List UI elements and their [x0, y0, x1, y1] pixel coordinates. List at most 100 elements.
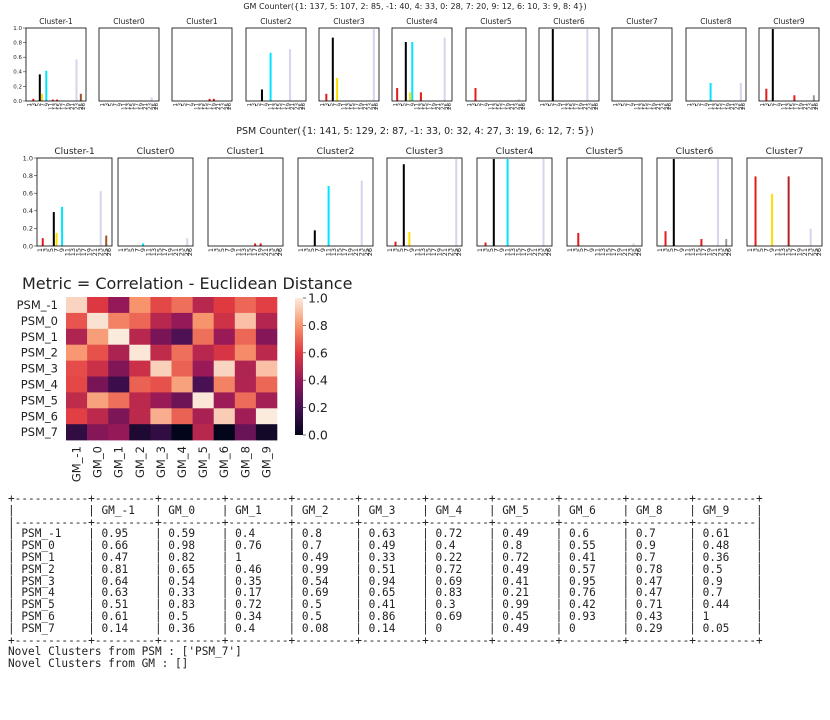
panel-title: Cluster7 [626, 17, 658, 26]
heatmap-cell [213, 408, 236, 425]
x-tick-label: 17 [790, 248, 798, 256]
bar [809, 228, 812, 246]
x-tick-label: 7 [773, 103, 779, 107]
x-tick-label: 23 [515, 103, 521, 110]
x-tick-label: 26 [374, 103, 380, 110]
x-tick-label: 26 [667, 103, 673, 110]
x-tick-label: 17 [610, 248, 618, 256]
col-label: GM_6 [217, 446, 231, 478]
heatmap-cell [108, 424, 130, 441]
bar [404, 41, 407, 101]
y-tick-label: 1.0 [23, 154, 33, 162]
x-tick-label: 17 [282, 103, 288, 110]
bar [771, 29, 774, 101]
x-tick-label: 9 [229, 248, 237, 252]
x-tick-label: 7 [53, 248, 61, 252]
heatmap-cell [213, 328, 236, 345]
x-tick-label: 23 [148, 103, 154, 110]
heatmap-cell [129, 376, 151, 393]
x-tick-label: 5 [36, 103, 42, 107]
x-tick-label: 7 [333, 103, 339, 107]
x-tick-label: 11 [64, 248, 72, 256]
bar [771, 193, 774, 246]
heatmap-cell [255, 344, 278, 361]
x-tick-label: 15 [246, 248, 254, 256]
row-label: PSM_4 [21, 377, 58, 391]
heatmap-cell [87, 408, 109, 425]
bar [75, 59, 78, 101]
panel-title: Cluster3 [333, 17, 365, 26]
x-tick-label: 19 [796, 248, 804, 256]
heatmap-cell [234, 344, 257, 361]
panel-frame [685, 27, 747, 102]
row-label: PSM_5 [21, 393, 58, 407]
y-tick-label: 0.4 [13, 70, 22, 76]
colorbar [295, 298, 303, 435]
panel-title: Cluster5 [586, 147, 624, 157]
x-tick-label: 15 [425, 248, 433, 256]
x-tick-label: 9 [498, 248, 506, 252]
x-tick-label: 13 [273, 103, 279, 110]
row-label: PSM_3 [21, 362, 58, 376]
x-tick-label: 25 [665, 103, 671, 110]
bar [419, 92, 422, 101]
x-tick-label: 15 [790, 103, 796, 110]
x-tick-label: 1 [27, 103, 33, 107]
x-tick-label: 15 [350, 103, 356, 110]
table-row: | PSM_0 | 0.66 | 0.98 | 0.76 | 0.7 | 0.4… [8, 539, 763, 553]
x-tick-label: 1 [117, 248, 125, 252]
x-tick-label: 21 [290, 103, 296, 110]
x-tick-label: 5 [549, 103, 555, 107]
colorbar-tick-label: 0.2 [308, 400, 328, 415]
heatmap-cell [192, 424, 214, 441]
x-tick-label: 3 [662, 248, 670, 252]
heatmap-cell [129, 392, 151, 409]
heatmap-cell [66, 408, 88, 425]
x-tick-label: 7 [626, 103, 632, 107]
x-tick-label: 21 [583, 103, 589, 110]
heatmap-cell [171, 376, 193, 393]
col-label: GM_-1 [70, 446, 84, 482]
x-tick-label: 3 [42, 248, 50, 252]
x-tick-label: 5 [476, 103, 482, 107]
bar [577, 232, 580, 246]
x-tick-label: 13 [599, 248, 607, 256]
table-border: |-----------+---------+---------+-------… [8, 515, 763, 529]
bar [787, 176, 790, 246]
x-tick-label: 5 [182, 103, 188, 107]
x-tick-label: 9 [678, 248, 686, 252]
x-tick-label: 1 [760, 103, 766, 107]
bar [812, 95, 815, 101]
x-tick-label: 7 [40, 103, 46, 107]
panel-title: Cluster3 [406, 147, 444, 157]
panel-frame [746, 157, 823, 247]
x-tick-label: 19 [86, 248, 94, 256]
x-tick-label: 11 [235, 248, 243, 256]
x-tick-label: 1 [687, 103, 693, 107]
x-tick-label: 11 [49, 103, 55, 110]
x-tick-label: 7 [186, 103, 192, 107]
bar [455, 159, 458, 246]
bar [632, 243, 635, 246]
x-tick-label: 11 [342, 103, 348, 110]
col-label: GM_2 [133, 446, 147, 478]
x-tick-label: 25 [79, 103, 85, 110]
psm-counter-title: PSM Counter({1: 141, 5: 129, 2: 87, -1: … [236, 126, 594, 137]
x-tick-label: 7 [403, 248, 411, 252]
x-tick-label: 21 [172, 248, 180, 256]
x-tick-label: 17 [355, 103, 361, 110]
x-tick-label: 17 [722, 103, 728, 110]
y-tick-label: 0.2 [13, 84, 22, 90]
x-tick-label: 25 [372, 103, 378, 110]
panel-title: Cluster2 [317, 147, 355, 157]
x-tick-label: 13 [419, 248, 427, 256]
x-tick-label: 21 [436, 103, 442, 110]
x-tick-label: 15 [570, 103, 576, 110]
heatmap-cell [87, 328, 109, 345]
heatmap-cell [129, 360, 151, 377]
gm-counter-title: GM Counter({1: 137, 5: 107, 2: 85, -1: 4… [243, 2, 587, 11]
bar [360, 180, 363, 246]
x-tick-label: 25 [445, 103, 451, 110]
x-tick-label: 13 [346, 103, 352, 110]
